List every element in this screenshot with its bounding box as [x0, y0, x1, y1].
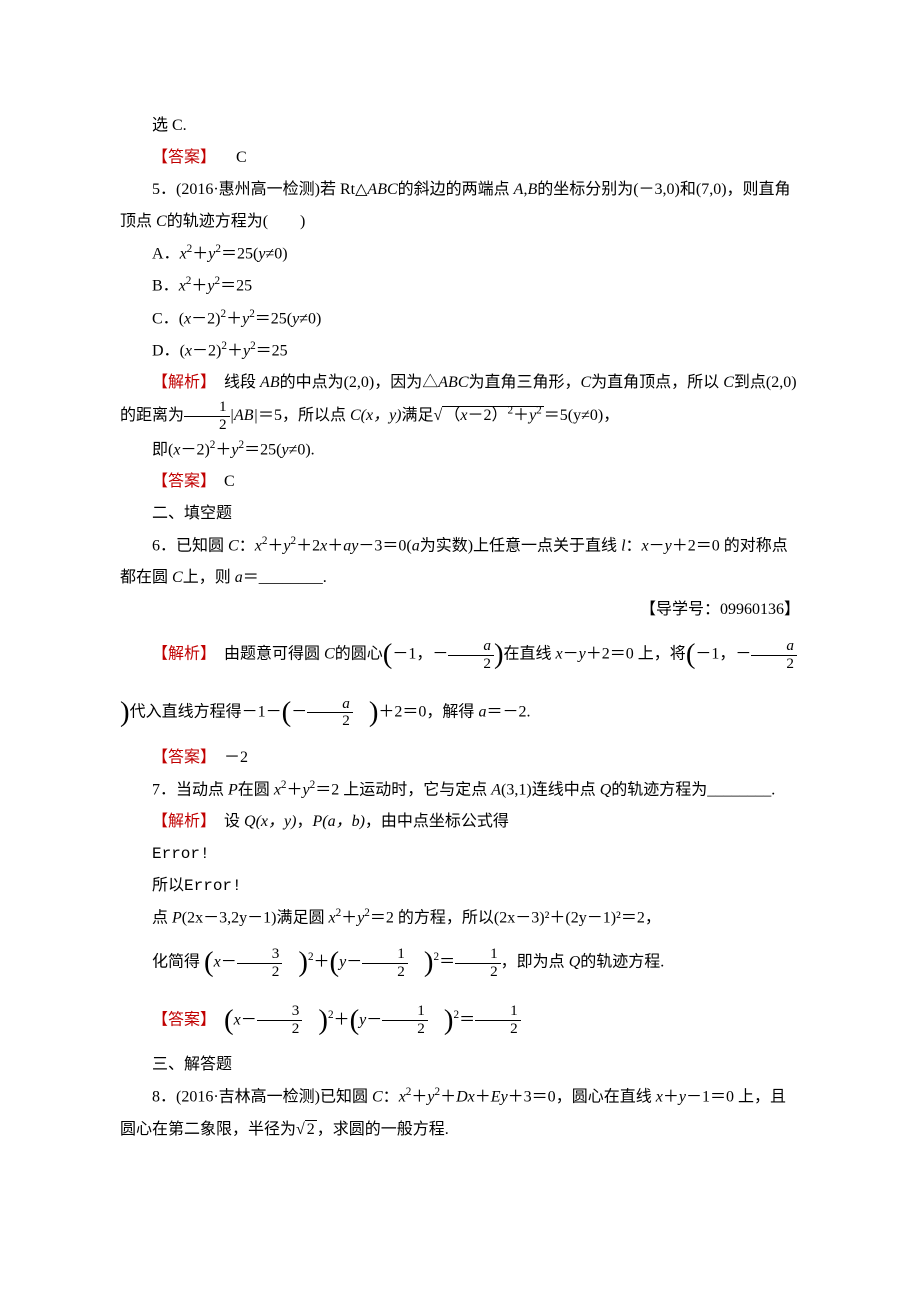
q7-stem: 7．当动点 P在圆 x2＋y2＝2 上运动时，它与定点 A(3,1)连线中点 Q…: [120, 774, 800, 806]
analysis-label: 【解析】: [152, 646, 208, 663]
q6-analysis: 【解析】 由题意可得圆 C的圆心(－1，－a2)在直线 x－y＋2＝0 上，将(…: [120, 626, 800, 741]
q5-option-a: A．x2＋y2＝25(y≠0): [120, 238, 800, 270]
answer-label: 【答案】: [152, 473, 208, 490]
q6-guide-number: 【导学号：09960136】: [120, 594, 800, 626]
q4-answer-line: 【答案】 C: [120, 142, 800, 174]
q5-option-b: B．x2＋y2＝25: [120, 270, 800, 302]
carryover-line: 选 C.: [120, 110, 800, 142]
answer-label: 【答案】: [152, 749, 208, 766]
section-header-3: 三、解答题: [120, 1049, 800, 1081]
q6-answer-line: 【答案】 －2: [120, 742, 800, 774]
answer-label: 【答案】: [152, 149, 216, 166]
q5-option-c: C．(x－2)2＋y2＝25(y≠0): [120, 303, 800, 335]
q7-error1: Error!: [120, 838, 800, 870]
analysis-label: 【解析】: [152, 813, 208, 830]
q5-option-d: D．(x－2)2＋y2＝25: [120, 335, 800, 367]
q5-answer-line: 【答案】 C: [120, 466, 800, 498]
q7-error2: 所以Error!: [120, 870, 800, 902]
q7-simplify: 化简得 (x－32 )2＋(y－12 )2＝12，即为点 Q的轨迹方程.: [120, 934, 800, 992]
answer-value: C: [220, 149, 247, 166]
q8-stem: 8．(2016·吉林高一检测)已知圆 C：x2＋y2＋Dx＋Ey＋3＝0，圆心在…: [120, 1081, 800, 1145]
q6-stem: 6．已知圆 C：x2＋y2＋2x＋ay－3＝0(a为实数)上任意一点关于直线 l…: [120, 530, 800, 594]
section-header-2: 二、填空题: [120, 498, 800, 530]
q7-analysis: 【解析】 设 Q(x，y)，P(a，b)，由中点坐标公式得: [120, 806, 800, 838]
q5-analysis-cont: 即(x－2)2＋y2＝25(y≠0).: [120, 434, 800, 466]
q5-stem: 5．(2016·惠州高一检测)若 Rt△ABC的斜边的两端点 A,B的坐标分别为…: [120, 174, 800, 238]
analysis-label: 【解析】: [152, 374, 208, 391]
answer-label: 【答案】: [152, 1011, 208, 1028]
q7-line3: 点 P(2x－3,2y－1)满足圆 x2＋y2＝2 的方程，所以(2x－3)²＋…: [120, 902, 800, 934]
q7-answer-line: 【答案】 (x－32 )2＋(y－12 )2＝12: [120, 992, 800, 1050]
q5-analysis: 【解析】 线段 AB的中点为(2,0)，因为△ABC为直角三角形，C为直角顶点，…: [120, 367, 800, 433]
